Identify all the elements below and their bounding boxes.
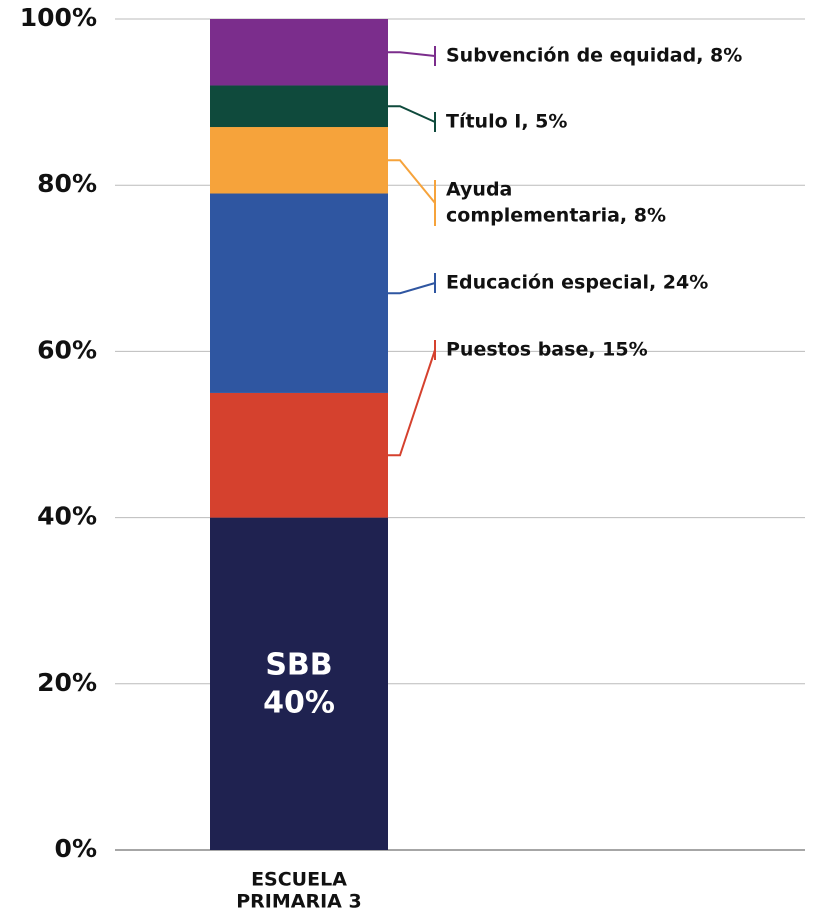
bar-segment	[210, 127, 388, 194]
bar-segment	[210, 392, 388, 518]
segment-name: SBB	[265, 647, 332, 682]
segment-label: Educación especial, 24%	[446, 272, 708, 294]
y-tick-label: 80%	[37, 169, 97, 198]
segment-label: Subvención de equidad, 8%	[446, 45, 742, 67]
segment-label: Título I, 5%	[446, 111, 567, 133]
x-tick-label: ESCUELA	[251, 869, 347, 891]
leader-line	[388, 159, 436, 204]
y-tick-label: 40%	[37, 502, 97, 531]
leader-line	[388, 51, 436, 57]
bar-segment	[210, 19, 388, 86]
y-tick-label: 20%	[37, 668, 97, 697]
segment-label: complementaria, 8%	[446, 205, 666, 227]
segment-label: Ayuda	[446, 179, 512, 201]
y-tick-label: 60%	[37, 335, 97, 364]
segment-label: Puestos base, 15%	[446, 339, 648, 361]
value-label: 40%	[263, 685, 335, 720]
leader-line	[388, 282, 436, 295]
bar-segment	[210, 85, 388, 128]
leader-line	[388, 105, 436, 123]
bar-segment	[210, 193, 388, 393]
x-tick-label: PRIMARIA 3	[236, 891, 361, 913]
y-tick-label: 0%	[55, 834, 97, 863]
bar-segment	[210, 517, 388, 850]
y-tick-label: 100%	[20, 3, 97, 32]
leader-line	[388, 349, 436, 457]
